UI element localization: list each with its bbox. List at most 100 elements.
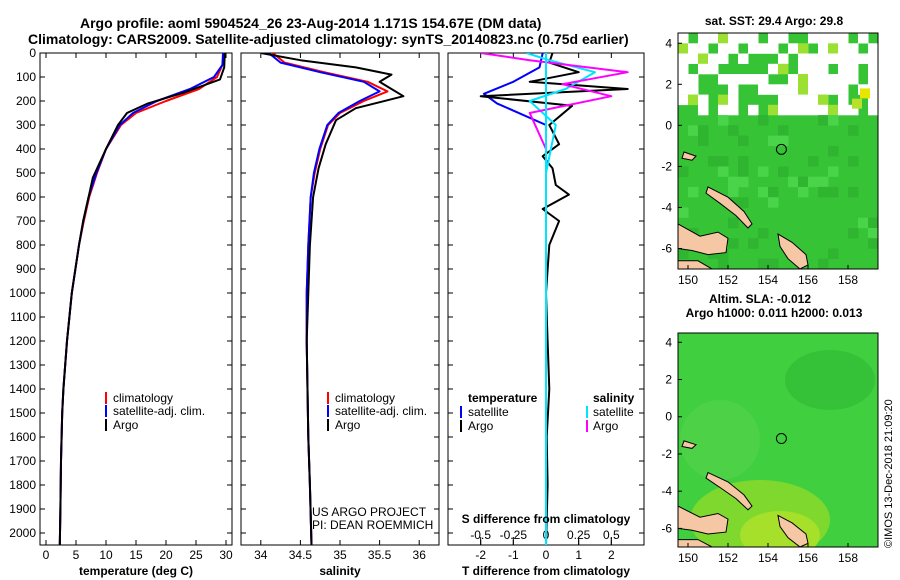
sst-cell (868, 217, 878, 229)
sst-cell (778, 84, 789, 95)
land-island-1 (678, 539, 713, 547)
sst-cell (738, 53, 749, 64)
sst-cell (818, 63, 829, 75)
sst-cell (838, 33, 849, 44)
salinity-legend-climatology: climatology (335, 391, 395, 405)
sst-cell (788, 84, 799, 95)
imos-watermark: ©IMOS 13-Dec-2018 21:09:20 (883, 399, 895, 548)
sst-cell (818, 53, 829, 64)
sst-cell (758, 84, 769, 95)
sst-cell (718, 43, 729, 54)
sst-cell (808, 104, 819, 116)
sst-cell (718, 248, 729, 259)
sst-cell (768, 43, 779, 54)
sst-cell (838, 43, 849, 54)
sla-lat-label: 4 (665, 335, 672, 349)
sst-cell (778, 33, 789, 44)
sst-cell (758, 43, 769, 54)
sst-cell (688, 94, 699, 106)
sst-cell (678, 166, 689, 177)
sst-cell (728, 217, 739, 229)
salinity-legend-satellite: satellite-adj. clim. (335, 404, 427, 418)
sst-cell (678, 248, 689, 259)
sst-cell (848, 63, 859, 75)
sst-cell (698, 33, 709, 44)
depth-tick-label: 600 (16, 190, 36, 204)
sst-cell (868, 63, 878, 75)
depth-tick-label: 900 (16, 262, 36, 276)
sla-lat-label: -4 (661, 484, 672, 498)
sst-cell (758, 74, 769, 85)
temperature-xtick-label: 30 (219, 548, 233, 562)
temperature-series-2 (58, 53, 226, 545)
sst-cell (818, 33, 829, 44)
difference-xtick-label: 2 (608, 548, 615, 562)
depth-tick-label: 800 (16, 238, 36, 252)
sst-cell (768, 33, 779, 44)
sst-cell (788, 176, 799, 188)
sst-cell (828, 43, 839, 54)
sst-cell (738, 74, 749, 85)
salinity-legend: climatology satellite-adj. clim. Argo (327, 391, 427, 432)
salinity-xtick-label: 36 (413, 548, 427, 562)
sst-cell (718, 33, 729, 44)
sst-cell (828, 248, 839, 259)
sst-cell (868, 43, 878, 54)
depth-tick-label: 700 (16, 214, 36, 228)
sst-cell (778, 135, 789, 147)
sst-cell (678, 207, 689, 218)
sst-cell (748, 74, 759, 85)
sst-cell (838, 63, 849, 75)
temperature-xtick-label: 15 (129, 548, 143, 562)
depth-tick-label: 1800 (9, 478, 36, 492)
sst-cell (768, 258, 779, 269)
difference-xtick-label: -2 (475, 548, 486, 562)
sst-cell (798, 94, 809, 106)
temperature-xlabel: temperature (deg C) (79, 564, 193, 578)
temperature-legend-climatology: climatology (113, 391, 173, 405)
sst-cell (828, 166, 839, 177)
sst-lat-label: 0 (665, 118, 672, 132)
sst-cell (688, 74, 699, 85)
sla-lat-label: -2 (661, 447, 672, 461)
sst-cell (798, 104, 809, 116)
credit-line1: US ARGO PROJECT (312, 505, 427, 519)
depth-tick-label: 1200 (9, 334, 36, 348)
sst-cell (728, 238, 739, 249)
sst-cell (868, 238, 878, 249)
sst-cell (828, 33, 839, 44)
sst-lon-label: 154 (758, 273, 778, 287)
sst-land-new-guinea (678, 151, 809, 269)
sla-lat-label: -6 (661, 521, 672, 535)
sst-cell (758, 115, 769, 126)
sst-map: sat. SST: 29.4 Argo: 29.8 150 152 154 156 15… (661, 14, 879, 287)
sst-cell (818, 104, 829, 116)
salinity-xtick-label: 34.5 (289, 548, 313, 562)
temperature-panel: 0100200300400500600700800900100011001200… (9, 46, 233, 578)
sst-cell (678, 94, 689, 106)
sst-cell (858, 217, 869, 229)
sst-cell (738, 166, 749, 177)
sla-lat-label: 2 (665, 373, 672, 387)
sst-cell (728, 94, 739, 106)
sst-cell (858, 53, 869, 64)
difference-xtick-label: 1 (575, 548, 582, 562)
difference-xlabel: T difference from climatology (462, 564, 630, 578)
sst-cell (688, 125, 699, 136)
difference-s-tick-label: -0.25 (500, 528, 528, 542)
sst-cell (868, 84, 878, 95)
difference-xtick-label: 0 (543, 548, 550, 562)
sst-cell (808, 33, 819, 44)
sst-cell (838, 94, 849, 106)
sst-cell (808, 156, 819, 167)
sst-lat-label: -2 (661, 159, 672, 173)
sst-cell (818, 43, 829, 54)
sst-cell (678, 74, 689, 85)
land-island-1 (678, 260, 713, 269)
sst-cell (868, 104, 878, 116)
sst-cell (778, 94, 789, 106)
sst-cell (688, 186, 699, 198)
sst-cell (798, 53, 809, 64)
